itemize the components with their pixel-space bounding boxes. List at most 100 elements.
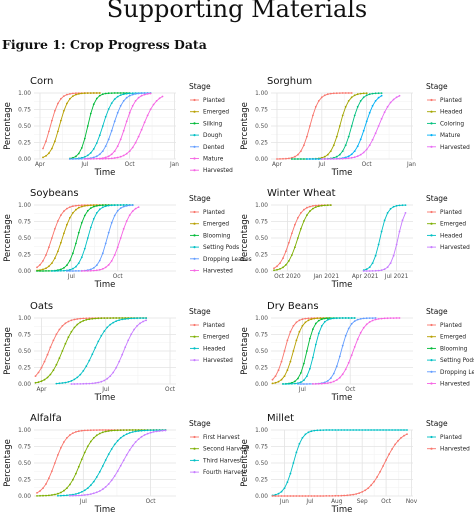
data-point bbox=[98, 92, 101, 94]
data-point bbox=[377, 269, 380, 272]
data-point bbox=[75, 493, 77, 495]
y-tick-label: 0.50 bbox=[18, 461, 31, 467]
data-point bbox=[119, 429, 122, 432]
data-point bbox=[89, 112, 92, 115]
data-point bbox=[359, 331, 362, 334]
data-point bbox=[110, 429, 113, 432]
data-point bbox=[54, 227, 56, 230]
data-point bbox=[298, 442, 301, 445]
data-point bbox=[42, 260, 44, 262]
data-point bbox=[64, 381, 67, 384]
legend-label: Planted bbox=[440, 98, 462, 104]
data-point bbox=[391, 429, 393, 431]
data-point bbox=[329, 204, 332, 206]
data-point bbox=[92, 217, 95, 220]
data-point bbox=[392, 254, 395, 257]
legend-label: Harvested bbox=[203, 358, 233, 364]
data-point bbox=[350, 354, 353, 356]
data-point bbox=[368, 270, 371, 272]
data-point bbox=[320, 325, 323, 327]
data-point bbox=[89, 269, 92, 272]
y-tick-label: 1.00 bbox=[255, 428, 268, 434]
data-point bbox=[288, 241, 290, 244]
data-point bbox=[155, 100, 158, 102]
data-point bbox=[335, 155, 338, 158]
series-harvested bbox=[271, 433, 408, 497]
y-tick-label: 0.25 bbox=[255, 478, 268, 484]
data-point bbox=[107, 138, 110, 141]
data-point bbox=[347, 92, 350, 94]
y-axis-title: Percentage bbox=[3, 102, 13, 150]
data-point bbox=[349, 429, 352, 431]
data-point bbox=[326, 317, 329, 320]
data-point bbox=[75, 204, 77, 207]
data-point bbox=[350, 317, 353, 319]
x-axis-title: Time bbox=[331, 505, 353, 515]
data-point bbox=[313, 495, 316, 497]
data-point bbox=[374, 318, 377, 321]
data-point bbox=[343, 429, 346, 431]
data-point bbox=[113, 443, 116, 446]
legend-key-point bbox=[193, 257, 196, 260]
data-point bbox=[103, 317, 106, 319]
x-tick-label: Oct bbox=[113, 274, 124, 280]
data-point bbox=[392, 205, 395, 208]
data-point bbox=[149, 431, 152, 434]
data-point bbox=[80, 221, 83, 224]
data-point bbox=[82, 319, 85, 322]
data-point bbox=[107, 108, 110, 110]
data-point bbox=[134, 429, 137, 431]
data-point bbox=[122, 154, 125, 157]
data-point bbox=[323, 204, 326, 207]
data-point bbox=[386, 105, 389, 108]
legend-key-point bbox=[430, 134, 433, 137]
data-point bbox=[361, 491, 364, 493]
data-point bbox=[380, 230, 383, 233]
data-point bbox=[75, 93, 77, 96]
data-point bbox=[309, 210, 311, 212]
data-point bbox=[104, 266, 107, 269]
data-point bbox=[98, 470, 101, 473]
data-point bbox=[116, 92, 119, 94]
data-point bbox=[309, 337, 311, 340]
data-point bbox=[131, 93, 134, 96]
data-point bbox=[298, 495, 301, 497]
legend-label: Harvested bbox=[440, 382, 470, 388]
data-point bbox=[371, 262, 374, 264]
data-point bbox=[110, 204, 113, 207]
data-point bbox=[362, 317, 365, 320]
data-point bbox=[145, 317, 148, 319]
data-point bbox=[322, 429, 325, 431]
data-point bbox=[300, 212, 302, 214]
data-point bbox=[277, 492, 280, 495]
data-point bbox=[75, 494, 77, 497]
data-point bbox=[352, 493, 355, 496]
data-point bbox=[303, 158, 305, 160]
data-point bbox=[294, 246, 296, 249]
data-point bbox=[326, 204, 329, 207]
data-point bbox=[286, 481, 289, 484]
data-point bbox=[98, 429, 101, 431]
data-point bbox=[128, 94, 131, 97]
data-point bbox=[347, 317, 350, 319]
data-point bbox=[58, 382, 61, 385]
data-point bbox=[362, 270, 365, 272]
data-point bbox=[282, 266, 284, 269]
data-point bbox=[294, 158, 296, 160]
data-point bbox=[344, 144, 347, 147]
data-point bbox=[397, 429, 399, 431]
data-point bbox=[73, 326, 76, 329]
data-point bbox=[104, 459, 107, 461]
y-tick-label: 0.50 bbox=[18, 236, 31, 242]
data-point bbox=[66, 223, 68, 226]
data-point bbox=[98, 259, 101, 262]
data-point bbox=[72, 478, 74, 481]
data-point bbox=[124, 318, 127, 320]
data-point bbox=[306, 375, 308, 377]
data-point bbox=[370, 484, 372, 487]
data-point bbox=[77, 492, 80, 494]
series-line bbox=[36, 204, 109, 268]
data-point bbox=[73, 378, 76, 381]
data-point bbox=[294, 155, 296, 158]
data-point bbox=[317, 382, 320, 385]
